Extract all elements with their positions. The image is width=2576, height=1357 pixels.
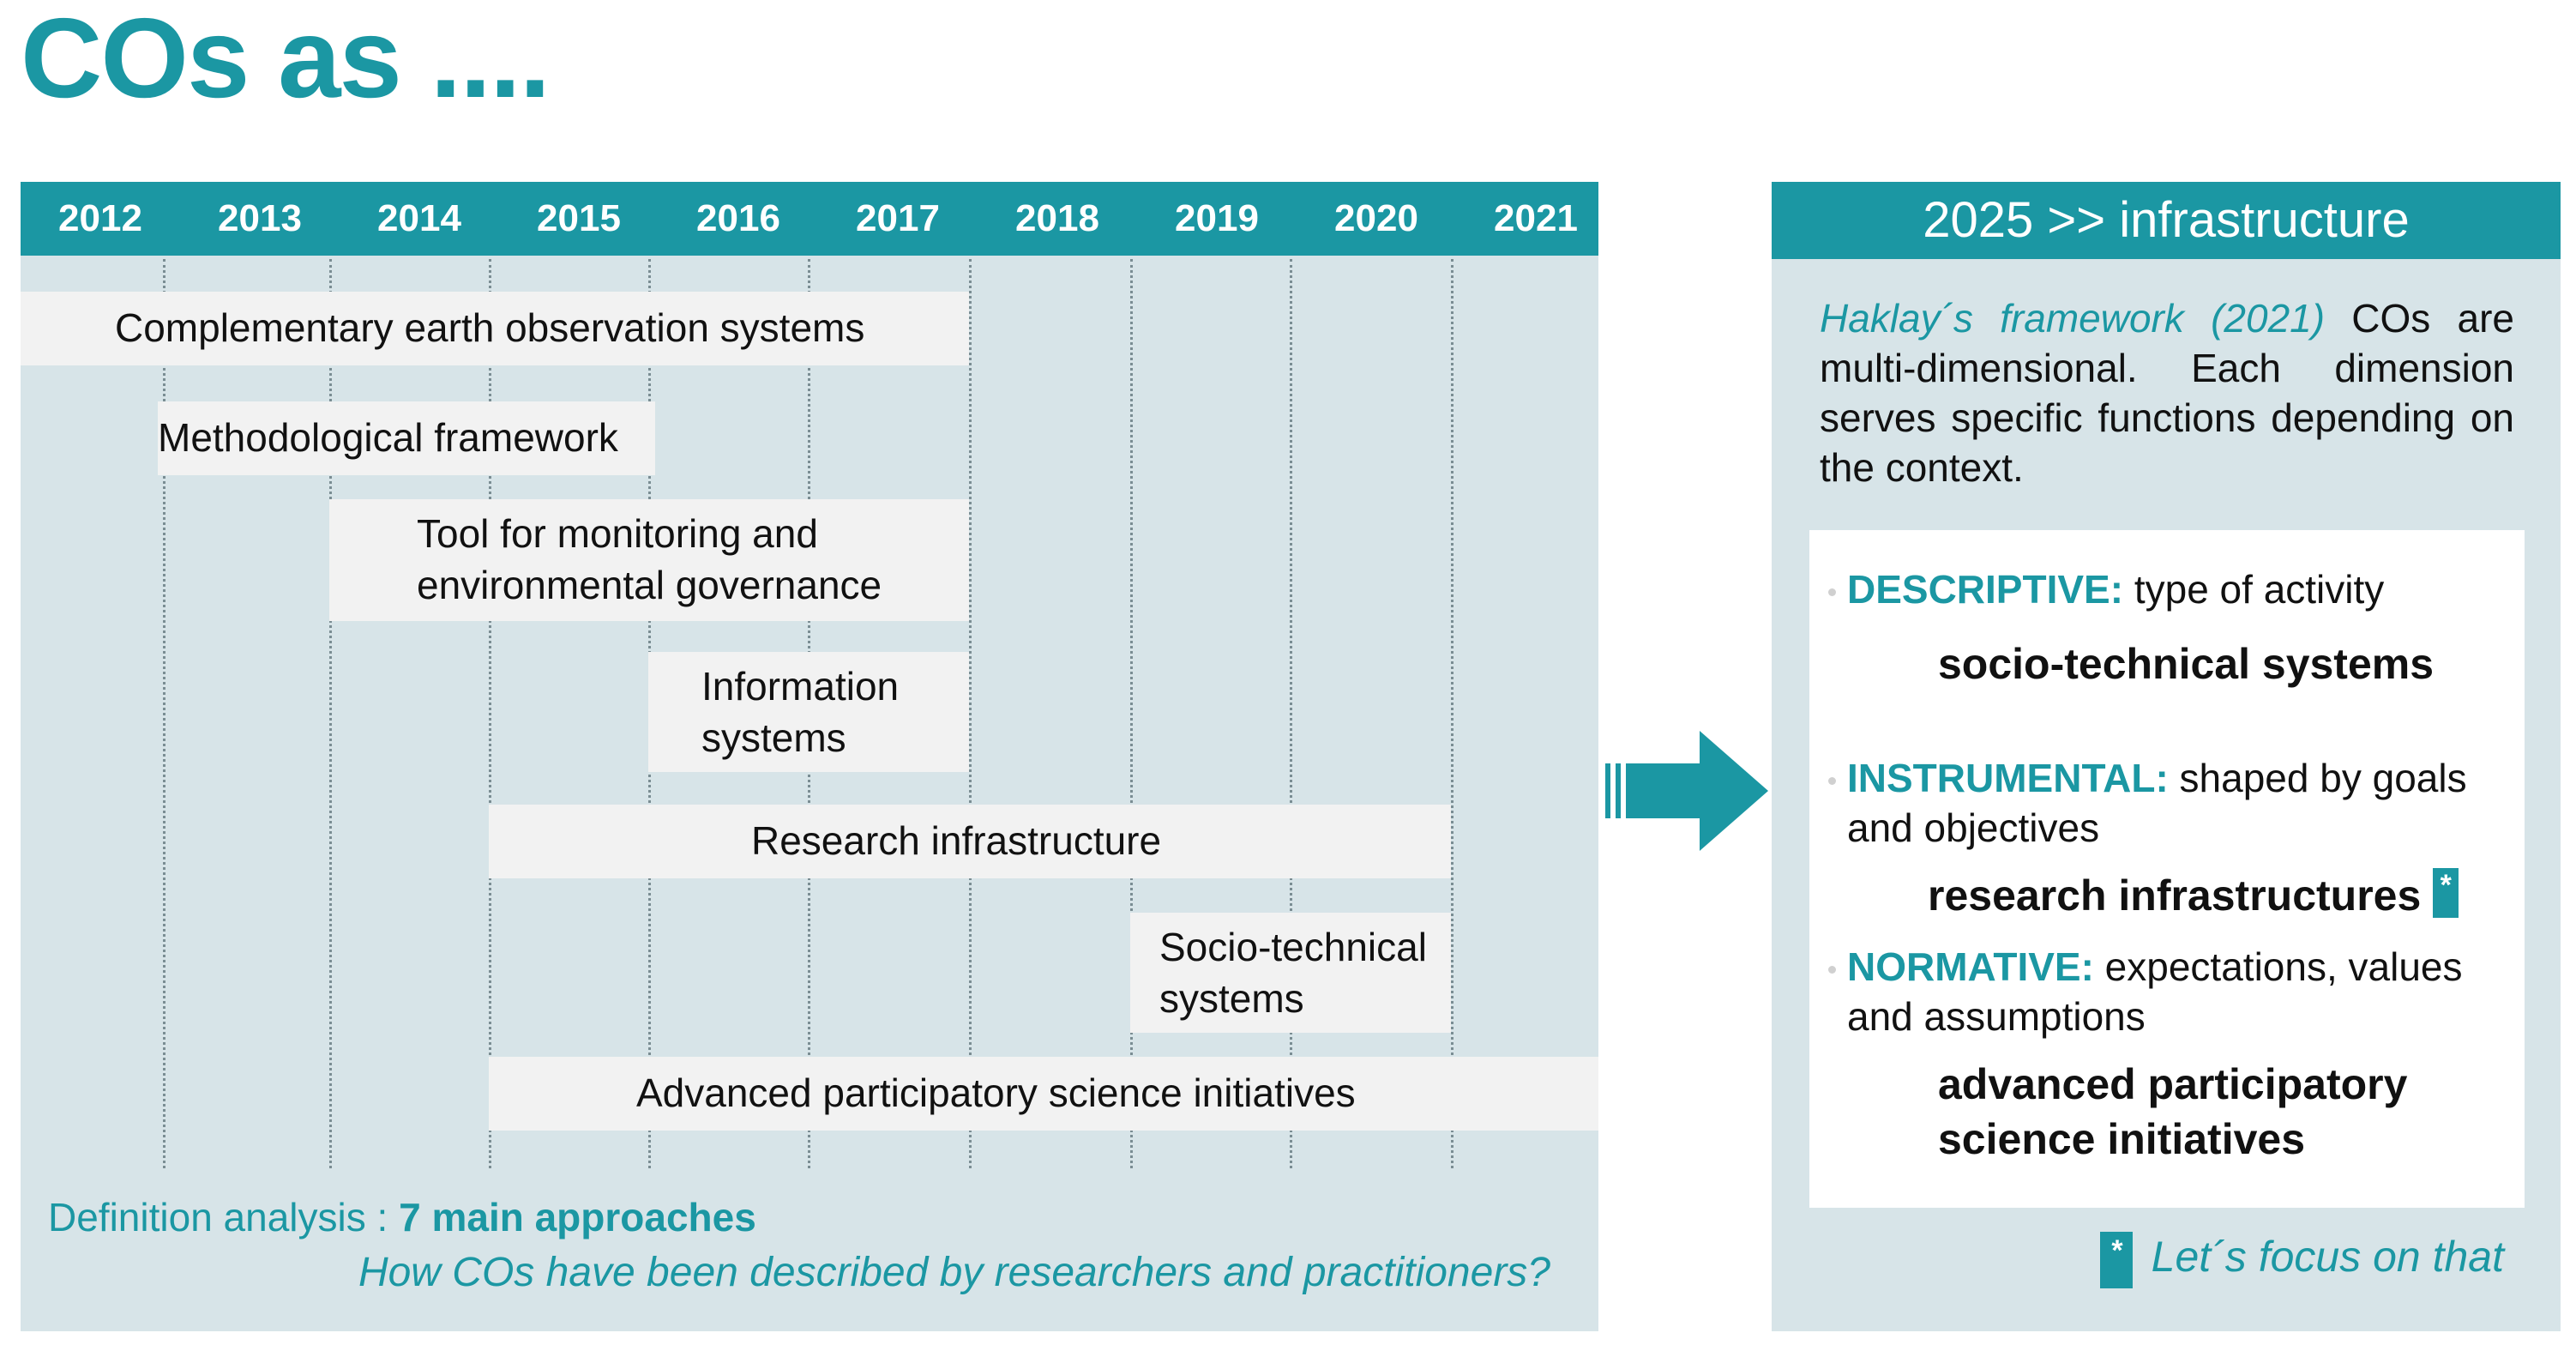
- year-label: 2020: [1334, 197, 1418, 239]
- framework-reference: Haklay´s framework (2021): [1820, 296, 2326, 341]
- approach-label: Information systems: [701, 664, 900, 760]
- definition-prefix: Definition analysis :: [48, 1195, 400, 1239]
- approach-label: Complementary earth observation systems: [115, 305, 865, 350]
- bullet-icon: [1828, 588, 1836, 596]
- year-header: 2012 2013 2014 2015 2016 2017 2018 2019 …: [21, 182, 1598, 256]
- approach-bar: [21, 292, 969, 365]
- definition-bold: 7 main approaches: [399, 1195, 756, 1239]
- approach-label: Advanced participatory science initiativ…: [636, 1071, 1356, 1115]
- approach-bar: [158, 401, 655, 475]
- panel-header: 2025 >> infrastructure: [1772, 182, 2561, 259]
- year-label: 2012: [58, 197, 142, 239]
- right-arrow-icon: [1605, 731, 1768, 851]
- year-label: 2018: [1015, 197, 1099, 239]
- infrastructure-panel: 2025 >> infrastructure Haklay´s framewor…: [1772, 182, 2561, 1331]
- approach-label: Methodological framework: [158, 415, 618, 460]
- dimension-text: expectations, values and assumptions: [1847, 944, 2463, 1039]
- approach-bar: [329, 499, 969, 621]
- year-label: 2015: [537, 197, 621, 239]
- approach-label: Tool for monitoring and environmental go…: [417, 511, 882, 607]
- grid-line: [163, 259, 166, 1168]
- dimension-item: DESCRIPTIVE: type of activity: [1847, 564, 2499, 614]
- year-label: 2016: [696, 197, 780, 239]
- approach-bar: [489, 1057, 1598, 1131]
- year-label: 2021: [1494, 197, 1578, 239]
- dimension-result: advanced participatory science initiativ…: [1938, 1060, 2408, 1163]
- year-label: 2013: [218, 197, 302, 239]
- year-label: 2017: [856, 197, 940, 239]
- dimensions-box: DESCRIPTIVE: type of activity socio-tech…: [1809, 530, 2525, 1208]
- asterisk-marker: *: [2433, 868, 2459, 918]
- timeline-panel: 2012 2013 2014 2015 2016 2017 2018 2019 …: [21, 182, 1598, 1331]
- dimension-result-row: research infrastructures *: [1928, 868, 2459, 923]
- grid-line: [969, 259, 972, 1168]
- dimension-keyword: INSTRUMENTAL:: [1847, 756, 2169, 800]
- focus-note: * Let´s focus on that: [2099, 1232, 2504, 1288]
- grid-line: [489, 259, 491, 1168]
- approach-bar: [1130, 913, 1451, 1033]
- grid-line: [329, 259, 332, 1168]
- grid-line: [1290, 259, 1292, 1168]
- bullet-icon: [1828, 966, 1836, 974]
- dimension-result: socio-technical systems: [1938, 640, 2435, 688]
- framework-intro: Haklay´s framework (2021) COs are multi-…: [1820, 293, 2514, 492]
- dimension-item: INSTRUMENTAL: shaped by goals and object…: [1847, 753, 2499, 853]
- research-question: How COs have been described by researche…: [358, 1250, 1550, 1295]
- page-title: COs as ....: [21, 0, 551, 121]
- dimension-item: NORMATIVE: expectations, values and assu…: [1847, 942, 2499, 1041]
- grid-line: [1130, 259, 1133, 1168]
- framework-text: COs are multi-dimensional. Each dimensio…: [1820, 296, 2514, 490]
- grid-line: [1451, 259, 1454, 1168]
- dimension-text: type of activity: [2123, 567, 2385, 612]
- bullet-icon: [1828, 777, 1836, 785]
- dimension-keyword: DESCRIPTIVE:: [1847, 567, 2124, 612]
- asterisk-marker: *: [2099, 1232, 2133, 1288]
- dimension-result: research infrastructures: [1928, 871, 2422, 920]
- dimension-keyword: NORMATIVE:: [1847, 944, 2094, 989]
- approach-bar: [489, 805, 1451, 878]
- approach-bar: [648, 652, 969, 772]
- dimension-text: shaped by goals and objectives: [1847, 756, 2467, 850]
- approach-label: Socio-technical systems: [1159, 925, 1427, 1021]
- definition-analysis: Definition analysis : 7 main approaches: [48, 1194, 756, 1240]
- year-label: 2014: [377, 197, 461, 239]
- approach-label: Research infrastructure: [751, 818, 1162, 863]
- year-label: 2019: [1175, 197, 1259, 239]
- focus-text: Let´s focus on that: [2151, 1233, 2504, 1282]
